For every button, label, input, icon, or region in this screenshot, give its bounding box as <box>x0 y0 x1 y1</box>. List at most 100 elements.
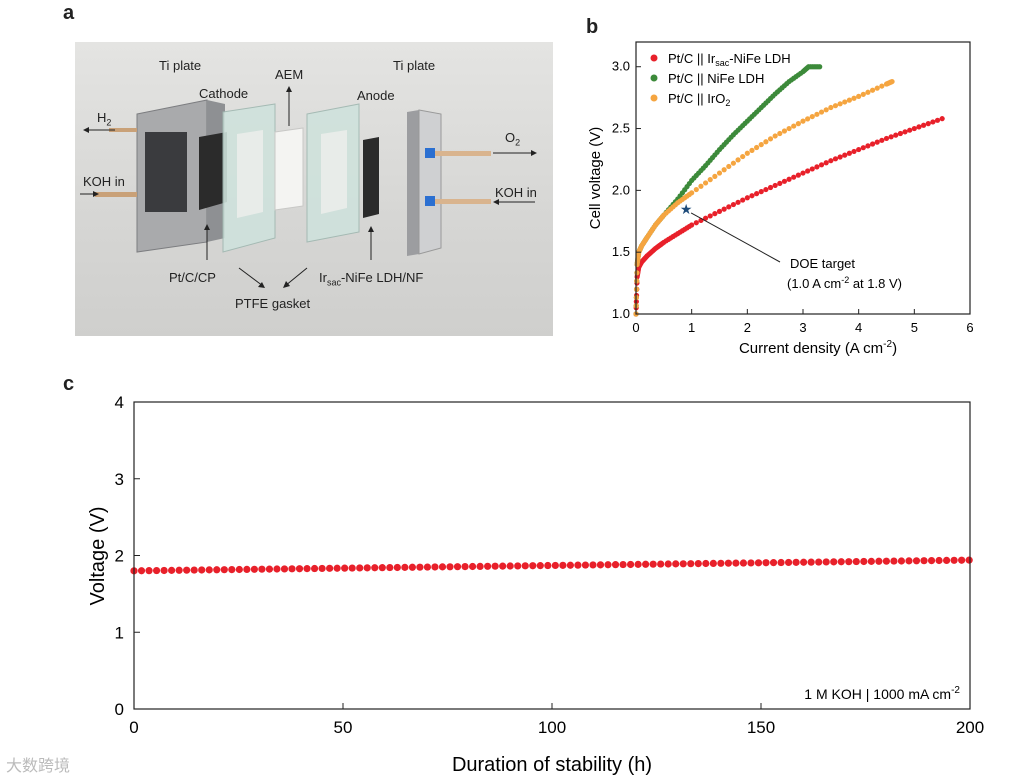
chart-b-point-series-0 <box>916 124 922 130</box>
chart-c-point <box>860 557 868 566</box>
chart-b-point-series-1 <box>638 243 645 249</box>
chart-b-point-series-2 <box>633 303 639 309</box>
chart-b-point-series-1 <box>642 237 648 243</box>
chart-b-point-series-0 <box>634 280 640 286</box>
chart-b-point-series-1 <box>647 230 653 236</box>
chart-c-point <box>265 565 274 573</box>
chart-c-point <box>220 566 228 574</box>
doe-target-star: ★ <box>680 201 693 217</box>
chart-c-point <box>852 557 860 566</box>
chart-b-point-series-2 <box>635 255 641 261</box>
chart-b-point-series-0 <box>828 158 834 164</box>
chart-b-point-series-2 <box>726 163 732 170</box>
chart-b-point-series-1 <box>747 116 753 122</box>
chart-b-point-series-0 <box>744 195 750 201</box>
chart-c-point <box>168 566 176 574</box>
chart-b-point-series-0 <box>795 172 801 178</box>
chart-b-point-series-1 <box>709 155 716 161</box>
chart-b-point-series-0 <box>635 269 641 275</box>
legend-marker-iro2 <box>650 94 658 102</box>
chart-b-xtick-label: 0 <box>632 320 639 335</box>
chart-b-point-series-0 <box>726 204 732 210</box>
chart-b-point-series-1 <box>677 193 683 199</box>
chart-c-point <box>882 557 891 565</box>
chart-b-point-series-0 <box>675 231 681 237</box>
chart-b-point-series-0 <box>758 189 764 195</box>
chart-b-point-series-2 <box>716 170 723 176</box>
chart-c-point <box>664 560 672 568</box>
chart-b-point-series-2 <box>634 261 640 268</box>
chart-b-point-series-0 <box>633 311 639 317</box>
label-ti-plate-left: Ti plate <box>159 58 202 73</box>
chart-b-point-series-2 <box>634 278 640 284</box>
chart-c-point <box>807 558 815 566</box>
chart-b-point-series-2 <box>638 245 644 251</box>
chart-c-point <box>280 565 289 573</box>
chart-c-point <box>626 560 635 569</box>
electrolyzer-photo: Ti plate Cathode AEM Anode Ti plate H2 K… <box>75 42 553 336</box>
chart-c-point <box>762 559 770 567</box>
chart-b-point-series-0 <box>652 245 659 252</box>
chart-b-point-series-2 <box>672 202 679 208</box>
chart-b-point-series-2 <box>637 246 643 252</box>
chart-b-point-series-2 <box>758 142 764 148</box>
chart-b-point-series-1 <box>716 146 723 153</box>
chart-b-point-series-1 <box>805 64 812 70</box>
chart-c-point <box>137 567 146 575</box>
chart-c-point <box>145 567 153 575</box>
chart-b-ytick-label: 1.0 <box>612 306 630 321</box>
chart-c-point <box>438 563 447 571</box>
chart-b-point-series-1 <box>765 98 771 104</box>
chart-b-point-series-1 <box>723 139 730 145</box>
chart-b-point-series-1 <box>633 286 640 292</box>
chart-b-point-series-1 <box>777 87 783 93</box>
chart-b-point-series-1 <box>800 69 806 75</box>
chart-b-point-series-2 <box>860 91 866 97</box>
chart-b-point-series-0 <box>635 267 641 273</box>
chart-c-point <box>754 559 763 567</box>
chart-b-point-series-2 <box>642 237 648 243</box>
chart-b-point-series-0 <box>658 241 664 247</box>
chart-b-point-series-1 <box>712 152 718 158</box>
chart-b-point-series-1 <box>661 212 667 218</box>
label-h2: H2 <box>97 110 112 128</box>
chart-b-point-series-2 <box>677 198 683 204</box>
chart-c-point <box>310 564 319 573</box>
chart-b-point-series-2 <box>730 160 737 166</box>
chart-b-point-series-1 <box>813 64 819 70</box>
chart-c-point <box>649 560 657 568</box>
chart-b-point-series-0 <box>707 213 713 219</box>
label-cathode: Cathode <box>199 86 249 101</box>
chart-b-point-series-0 <box>665 236 672 243</box>
chart-b-point-series-0 <box>670 233 676 240</box>
chart-c-point <box>800 558 808 566</box>
chart-b-point-series-0 <box>865 143 871 149</box>
chart-c-xtick-label: 150 <box>747 718 775 737</box>
chart-c-xtick-label: 0 <box>129 718 138 737</box>
chart-c-point <box>235 565 243 574</box>
chart-b-point-series-1 <box>760 102 767 108</box>
chart-b-point-series-0 <box>651 247 657 253</box>
chart-b-point-series-2 <box>795 121 801 127</box>
chart-b-point-series-1 <box>634 278 640 284</box>
chart-b-point-series-0 <box>754 191 760 197</box>
chart-b-point-series-0 <box>684 225 690 231</box>
chart-b-point-series-1 <box>645 232 652 238</box>
chart-b-ytick-label: 2.5 <box>612 121 630 136</box>
chart-b-point-series-0 <box>686 223 692 230</box>
chart-b-point-series-1 <box>817 64 823 70</box>
chart-c-point <box>739 559 748 567</box>
chart-b-point-series-0 <box>636 264 642 270</box>
chart-b-point-series-2 <box>658 215 664 221</box>
chart-b-point-series-2 <box>879 83 885 89</box>
chart-b-point-series-1 <box>640 240 647 246</box>
chart-b-point-series-1 <box>634 259 640 266</box>
chart-b-point-series-2 <box>781 128 788 134</box>
chart-b-point-series-0 <box>907 127 913 133</box>
chart-b-point-series-0 <box>635 266 642 272</box>
chart-b-point-series-1 <box>679 190 685 196</box>
chart-b-point-series-2 <box>846 97 852 103</box>
label-anode: Anode <box>357 88 395 103</box>
chart-b-point-series-1 <box>791 75 797 81</box>
chart-b-point-series-0 <box>702 215 709 221</box>
